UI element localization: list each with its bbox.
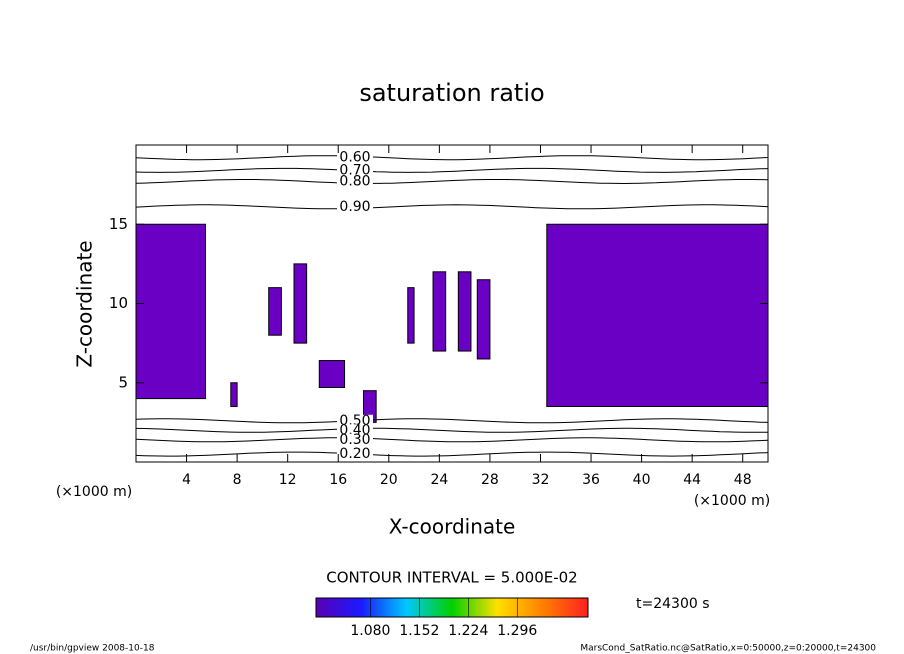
y-unit: (×1000 m) <box>56 484 132 500</box>
shaded-region <box>230 382 238 408</box>
y-tick-label: 15 <box>109 215 128 233</box>
colorbar <box>315 597 589 618</box>
contour-interval: CONTOUR INTERVAL = 5.000E-02 <box>326 569 577 587</box>
colorbar-label: 1.080 <box>350 623 390 639</box>
x-tick-label: 4 <box>182 472 191 488</box>
contour-label-bg <box>337 175 373 188</box>
contour-line <box>135 167 769 173</box>
x-unit: (×1000 m) <box>694 493 770 509</box>
x-tick-label: 36 <box>582 472 600 488</box>
contour-line <box>135 179 769 185</box>
shaded-region <box>318 360 346 389</box>
time-label: t=24300 s <box>636 596 710 612</box>
x-tick-label: 44 <box>683 472 701 488</box>
colorbar-label: 1.224 <box>448 623 488 639</box>
x-tick-label: 16 <box>329 472 347 488</box>
x-tick-label: 24 <box>430 472 448 488</box>
shaded-region <box>407 287 415 344</box>
x-axis-label: X-coordinate <box>389 515 516 539</box>
shaded-region <box>293 263 308 344</box>
contour-label: 0.30 <box>339 432 370 448</box>
contour-label-bg <box>337 448 373 461</box>
contour-line <box>135 155 769 161</box>
contour-line <box>135 427 769 433</box>
contour-label: 0.20 <box>339 446 370 462</box>
shaded-region <box>546 223 769 408</box>
colorbar-label: 1.296 <box>497 623 537 639</box>
contour-line <box>135 437 769 443</box>
colorbar-label: 1.152 <box>399 623 439 639</box>
shaded-region <box>268 287 282 336</box>
x-tick-label: 8 <box>233 472 242 488</box>
y-tick-label: 10 <box>109 294 128 312</box>
x-tick-label: 12 <box>279 472 297 488</box>
contour-line <box>135 204 769 210</box>
footer-right: MarsCond_SatRatio.nc@SatRatio,x=0:50000,… <box>580 644 876 654</box>
x-tick-label: 32 <box>532 472 550 488</box>
x-tick-label: 40 <box>633 472 651 488</box>
contour-label-bg <box>337 200 373 213</box>
contour-label-bg <box>337 433 373 446</box>
contour-label: 0.70 <box>339 162 370 178</box>
contour-label: 0.80 <box>339 173 370 189</box>
contour-line <box>135 451 769 457</box>
contour-label-bg <box>337 424 373 437</box>
x-tick-label: 20 <box>380 472 398 488</box>
contour-label-bg <box>337 164 373 177</box>
y-axis-label: Z-coordinate <box>73 240 97 367</box>
shaded-region <box>135 223 207 400</box>
shaded-region <box>432 271 447 352</box>
y-tick-label: 5 <box>118 373 128 391</box>
x-tick-label: 28 <box>481 472 499 488</box>
contour-label: 0.90 <box>339 199 370 215</box>
x-tick-label: 48 <box>734 472 752 488</box>
footer-left: /usr/bin/gpview 2008-10-18 <box>30 644 155 654</box>
contour-line <box>135 418 769 424</box>
contour-label: 0.60 <box>339 150 370 166</box>
shaded-region <box>476 279 491 360</box>
contour-label-bg <box>337 414 373 427</box>
shaded-region <box>457 271 472 352</box>
chart-title: saturation ratio <box>359 79 544 107</box>
contour-label-bg <box>337 151 373 164</box>
